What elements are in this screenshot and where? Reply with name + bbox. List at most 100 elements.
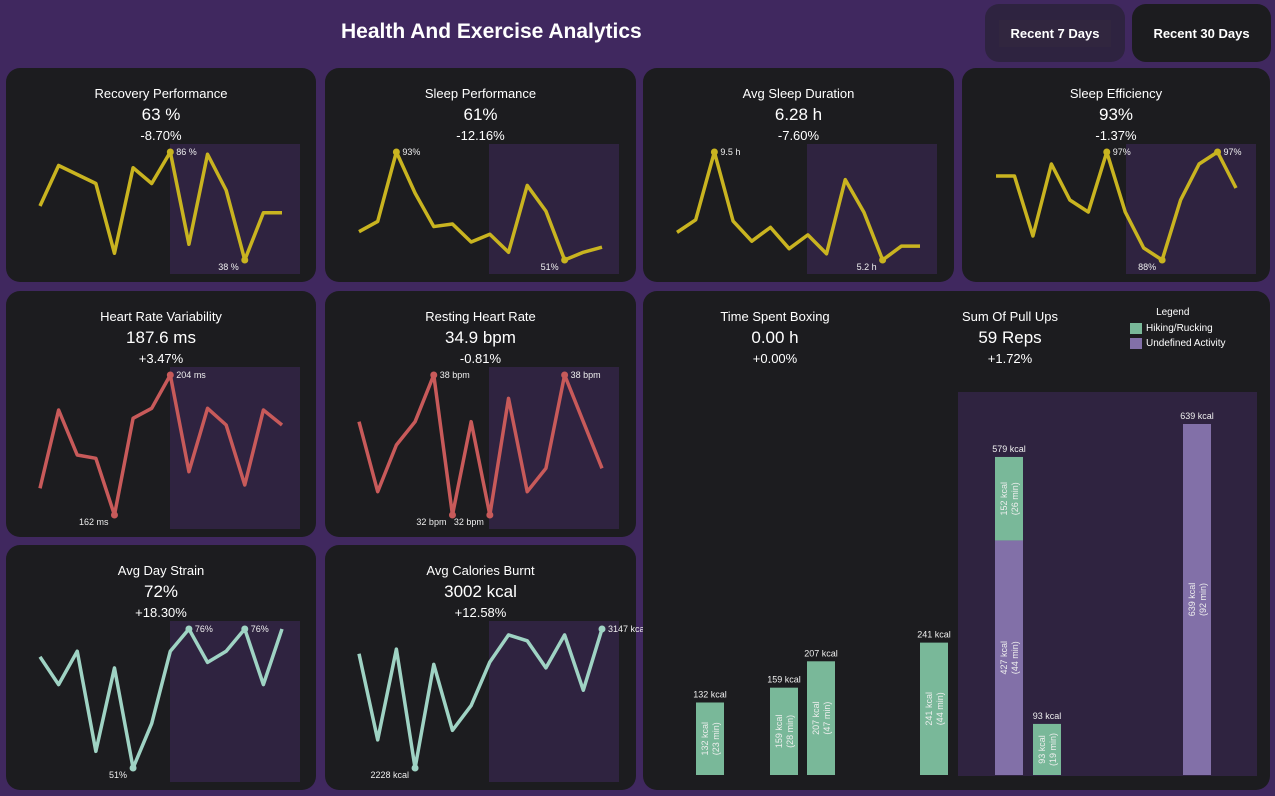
data-point[interactable] (1103, 148, 1111, 156)
data-point[interactable] (448, 511, 456, 519)
recent-7-days-button[interactable]: Recent 7 Days (985, 4, 1125, 62)
recent-period-highlight (489, 367, 619, 529)
bar-segment[interactable] (1033, 723, 1061, 775)
legend-item-undefined[interactable]: Undefined Activity (1130, 338, 1226, 349)
kpi-value: 63 % (141, 105, 181, 124)
segment-label: 159 kcal (774, 715, 784, 749)
segment-label: 639 kcal (1187, 583, 1197, 617)
data-label: 97% (1224, 147, 1242, 157)
kpi-card: Sleep Performance 61% -12.16% 93% 51% (325, 68, 636, 282)
data-point[interactable] (561, 256, 569, 264)
kpi-title: Recovery Performance (94, 86, 228, 101)
sparkline-line (38, 150, 282, 262)
data-point[interactable] (110, 511, 118, 519)
sparkline: 9.5 h 5.2 h (676, 144, 937, 274)
data-label: 76% (195, 624, 213, 634)
data-point[interactable] (185, 625, 193, 633)
segment-minutes: (92 min) (1198, 583, 1208, 616)
data-point[interactable] (486, 511, 494, 519)
sparkline-line (676, 150, 920, 262)
kpi-value: 61% (463, 105, 498, 124)
sparkline: 93% 51% (358, 144, 619, 274)
bar-segment[interactable] (807, 661, 835, 775)
bar-total-label: 241 kcal (917, 630, 951, 640)
kpi-title: Sum Of Pull Ups (961, 309, 1059, 324)
kpi-value: 6.28 h (774, 105, 823, 124)
bar-total-label: 93 kcal (1033, 711, 1062, 721)
kpi-title: Heart Rate Variability (100, 309, 222, 324)
segment-label: 427 kcal (999, 641, 1009, 675)
bar-segment[interactable] (1183, 424, 1211, 775)
bar-total-label: 159 kcal (767, 675, 801, 685)
data-label: 51% (541, 262, 559, 272)
data-point[interactable] (879, 256, 887, 264)
sparkline-line (38, 373, 284, 517)
kpi-title: Resting Heart Rate (425, 309, 536, 324)
data-point[interactable] (241, 256, 249, 264)
swatch (1130, 338, 1142, 349)
kpi-card: Recovery Performance 63 % -8.70% 86 % 38 % (6, 68, 316, 282)
segment-label: 241 kcal (924, 692, 934, 726)
data-label: 97% (1113, 147, 1131, 157)
swatch (1130, 323, 1142, 334)
kpi-value: 34.9 bpm (445, 328, 516, 347)
bar-segment[interactable] (770, 687, 798, 775)
data-point[interactable] (166, 371, 174, 379)
kpi-card: Avg Calories Burnt 3002 kcal +12.58% 2228 k… (325, 545, 647, 790)
data-label: 76% (251, 624, 269, 634)
data-point[interactable] (166, 148, 174, 156)
data-label: 204 ms (176, 370, 206, 380)
data-label: 5.2 h (857, 262, 877, 272)
bar-segment[interactable] (920, 642, 948, 775)
bar-segment[interactable] (995, 456, 1023, 541)
segment-minutes: (28 min) (785, 715, 795, 748)
data-point[interactable] (561, 371, 569, 379)
kpi-change: -7.60% (777, 128, 820, 143)
button-label: Recent 30 Days (1153, 25, 1250, 41)
data-point[interactable] (710, 148, 718, 156)
data-point[interactable] (1158, 256, 1166, 264)
sparkline: 86 % 38 % (38, 144, 300, 274)
data-label: 38 % (218, 262, 239, 272)
bar-total-label: 207 kcal (804, 648, 838, 658)
boxing-kpi: Time Spent Boxing 0.00 h +0.00% (675, 291, 875, 371)
kpi-value: 3002 kcal (444, 582, 517, 601)
kpi-change: -12.16% (456, 128, 505, 143)
segment-minutes: (44 min) (1010, 641, 1020, 674)
recent-30-days-button[interactable]: Recent 30 Days (1132, 4, 1271, 62)
data-point[interactable] (129, 764, 137, 772)
legend-title: Legend (1156, 307, 1190, 318)
data-label: 162 ms (79, 517, 109, 527)
legend-item-hiking[interactable]: Hiking/Rucking (1130, 323, 1226, 334)
kpi-card: Avg Sleep Duration 6.28 h -7.60% 9.5 h 5.2 h (643, 68, 954, 282)
data-point[interactable] (430, 371, 438, 379)
segment-label: 132 kcal (700, 722, 710, 756)
kpi-value: 187.6 ms (126, 328, 196, 347)
data-point[interactable] (411, 764, 419, 772)
kpi-title: Avg Day Strain (117, 563, 205, 578)
kpi-card: Resting Heart Rate 34.9 bpm -0.81% 38 bpm 32… (325, 291, 636, 537)
data-label: 3147 kcal (608, 624, 647, 634)
data-point[interactable] (598, 625, 606, 633)
data-label: 86 % (176, 147, 197, 157)
data-point[interactable] (241, 625, 249, 633)
data-label: 88% (1138, 262, 1156, 272)
data-point[interactable] (1214, 148, 1222, 156)
kpi-title: Avg Sleep Duration (742, 86, 855, 101)
data-label: 38 bpm (440, 370, 470, 380)
data-label: 2228 kcal (371, 770, 410, 780)
legend: Legend Hiking/Rucking Undefined Activity (1130, 307, 1226, 353)
legend-label: Undefined Activity (1146, 338, 1226, 349)
sparkline-line (357, 373, 604, 517)
bar-segment[interactable] (696, 702, 724, 775)
sparkline-line (38, 627, 284, 770)
segment-minutes: (44 min) (935, 692, 945, 725)
bar-segment[interactable] (995, 540, 1023, 775)
kpi-change: -8.70% (140, 128, 182, 143)
kpi-value: 0.00 h (751, 328, 799, 347)
data-point[interactable] (392, 148, 400, 156)
kpi-change: +1.72% (987, 351, 1033, 366)
kpi-card: Sleep Efficiency 93% -1.37% 97% 88% 97% (962, 68, 1270, 282)
kpi-title: Time Spent Boxing (720, 309, 830, 324)
